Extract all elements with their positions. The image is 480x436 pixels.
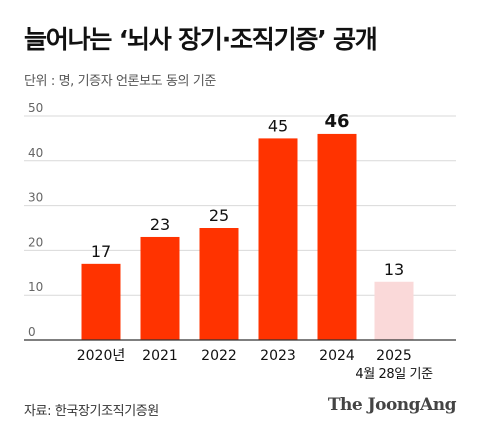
data-label: 46	[324, 111, 349, 132]
data-label: 45	[268, 116, 288, 135]
publisher-logo: The JoongAng	[327, 395, 457, 415]
bar	[140, 236, 180, 340]
chart-unit-note: 단위 : 명, 기증자 언론보도 동의 기준	[24, 74, 216, 89]
data-label: 17	[91, 242, 111, 261]
x-tick-note: 4월 28일 기준	[355, 367, 433, 382]
bar	[81, 263, 121, 340]
bar	[317, 133, 357, 340]
y-tick-label: 40	[28, 146, 43, 160]
bar	[374, 281, 414, 340]
x-tick-label: 2021	[142, 348, 178, 364]
x-tick-label: 2023	[260, 348, 296, 364]
data-label: 23	[150, 215, 170, 234]
x-tick-label: 2022	[201, 348, 237, 364]
chart-title: 늘어나는 ‘뇌사 장기·조직기증’ 공개	[24, 25, 378, 54]
bar	[258, 138, 298, 340]
y-tick-label: 10	[28, 280, 43, 294]
data-label: 13	[384, 260, 404, 279]
y-tick-label: 0	[28, 325, 36, 339]
y-tick-label: 30	[28, 191, 43, 205]
y-tick-label: 20	[28, 235, 43, 249]
data-label: 25	[209, 206, 229, 225]
x-tick-label: 2020년	[77, 348, 126, 364]
bar	[199, 228, 239, 340]
source-note: 자료: 한국장기조직기증원	[24, 404, 159, 419]
x-tick-label: 2024	[319, 348, 355, 364]
x-tick-label: 2025	[376, 348, 412, 364]
y-tick-label: 50	[28, 101, 43, 115]
